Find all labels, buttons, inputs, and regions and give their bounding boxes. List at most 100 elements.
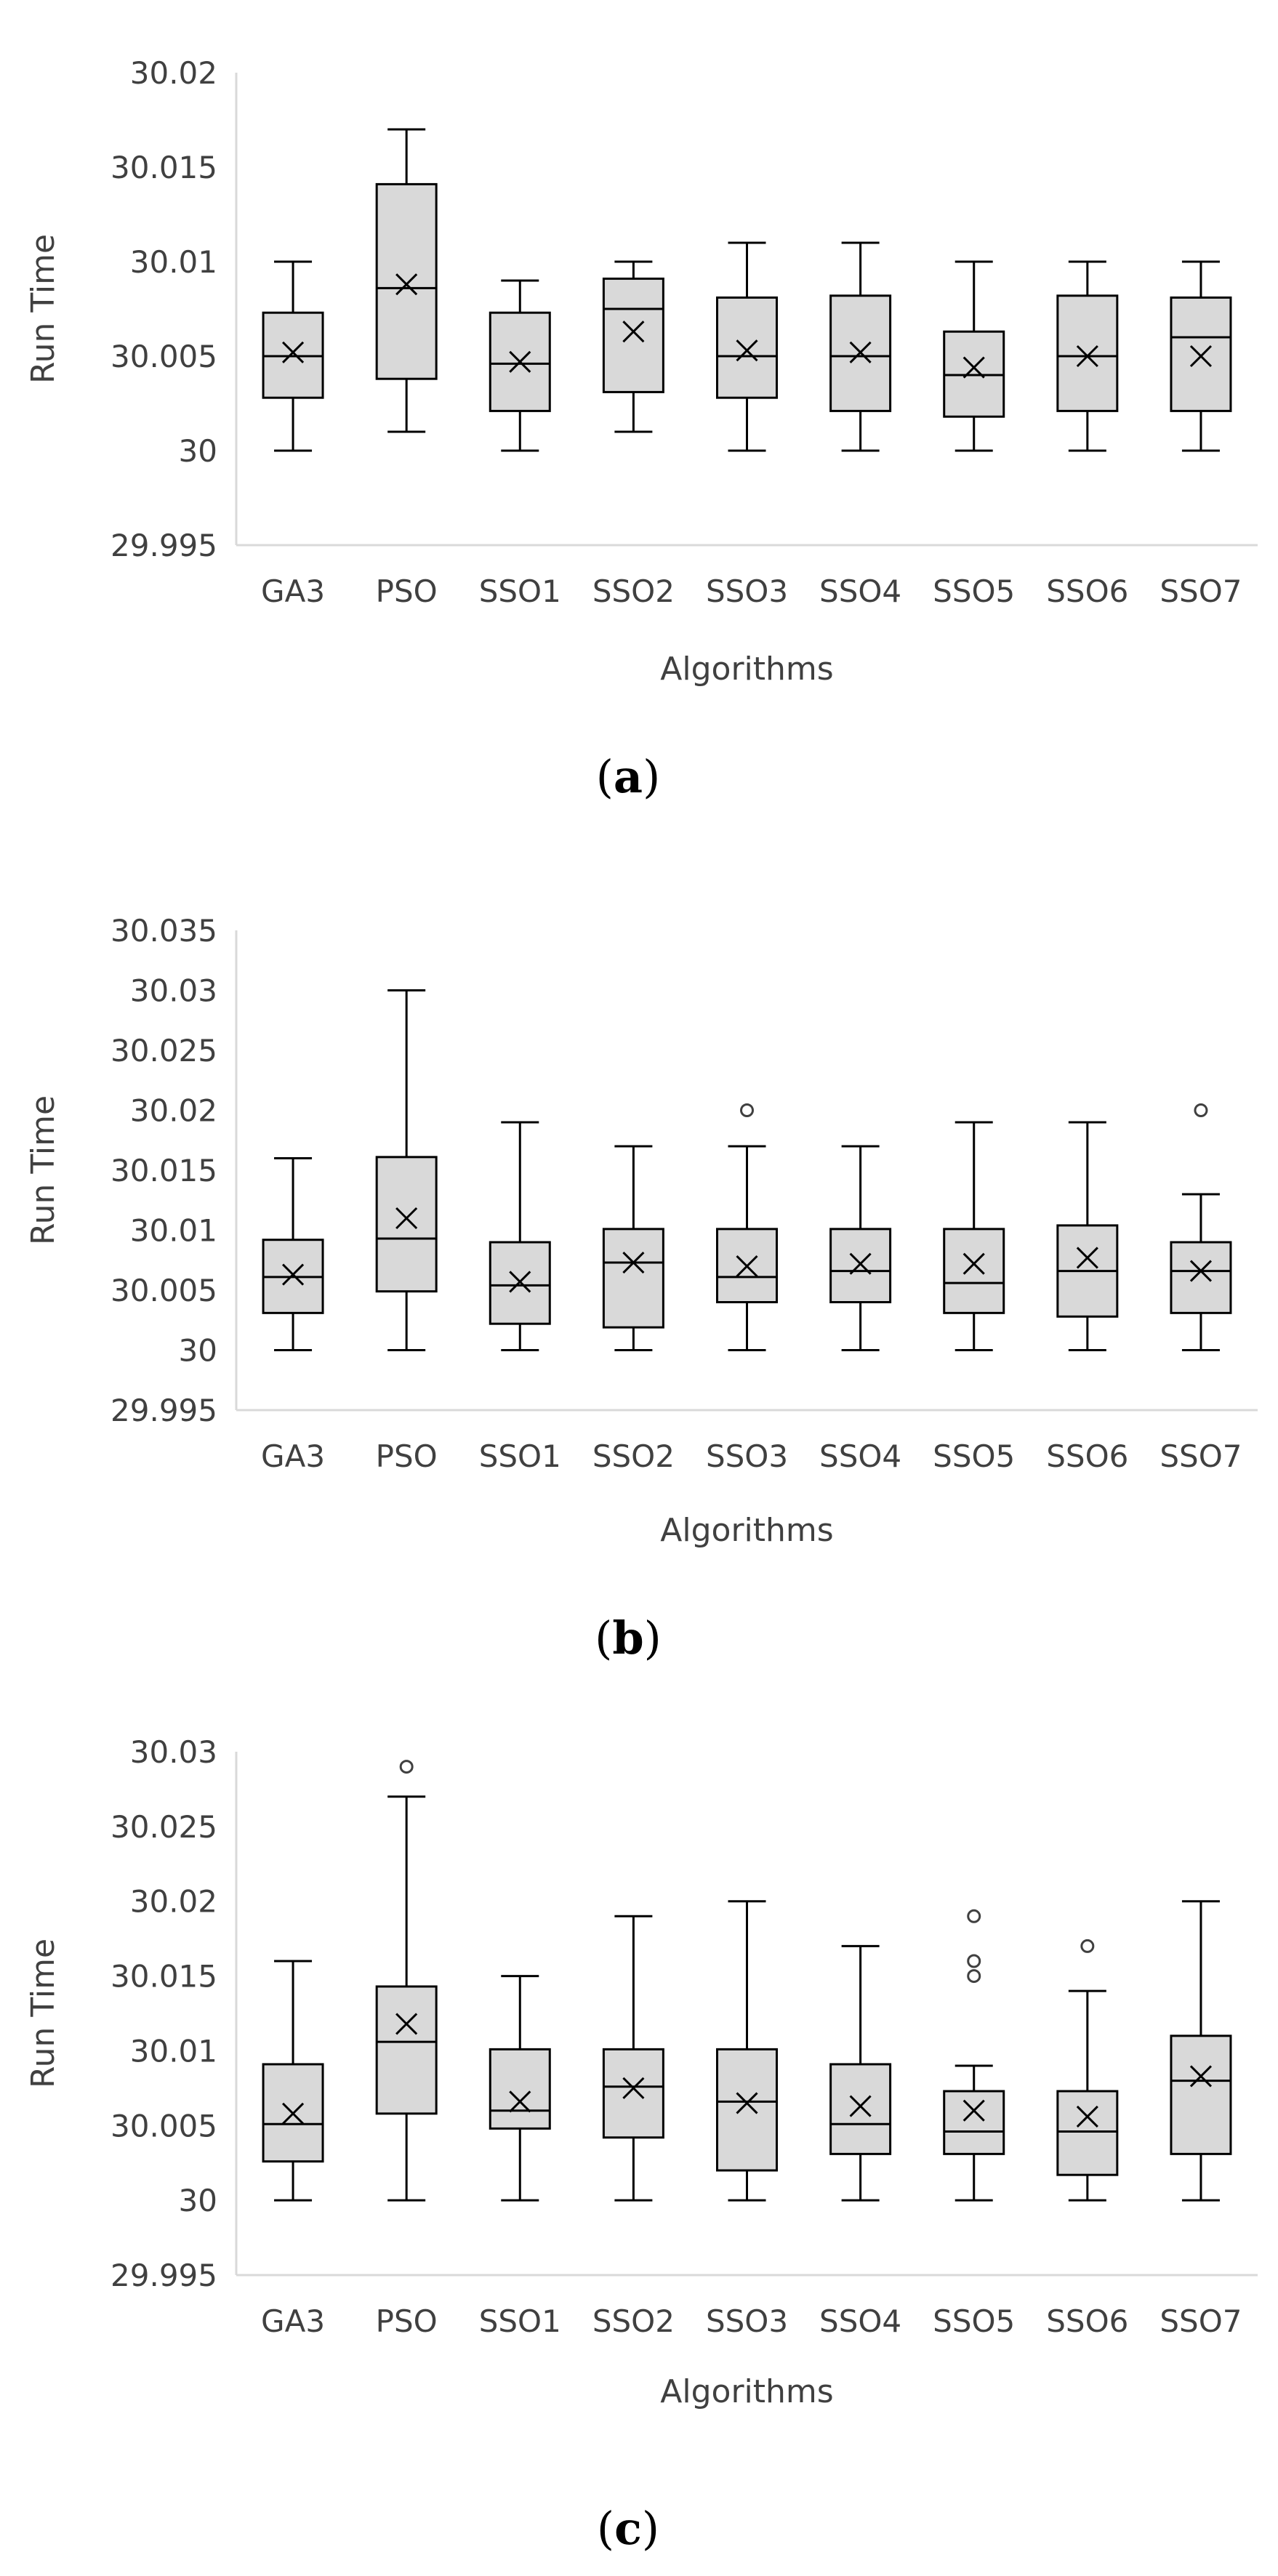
iqr-box bbox=[1056, 294, 1119, 412]
box-ga3 bbox=[262, 260, 324, 452]
box-series bbox=[262, 989, 1232, 1351]
outlier-point bbox=[399, 1760, 414, 1774]
iqr-box bbox=[1056, 2090, 1119, 2176]
mean-marker bbox=[509, 1271, 531, 1293]
mean-marker-stroke bbox=[1076, 345, 1098, 368]
x-tick-label: SSO4 bbox=[819, 1438, 901, 1474]
mean-marker bbox=[1189, 2065, 1213, 2088]
y-tick-label: 30.01 bbox=[130, 2033, 217, 2069]
mean-marker-stroke bbox=[395, 2013, 418, 2035]
mean-marker bbox=[281, 2102, 305, 2125]
category-labels: GA3 PSO SSO1 SSO2 SSO3 SSO4 SSO5 SSO6 SSO7 bbox=[261, 1438, 1242, 1474]
x-tick-label: PSO bbox=[376, 1438, 438, 1474]
box-sso2 bbox=[602, 1915, 664, 2202]
mean-marker bbox=[281, 341, 305, 363]
x-tick-label: SSO7 bbox=[1160, 573, 1242, 609]
mean-marker-stroke bbox=[1189, 1260, 1213, 1282]
box-sso1 bbox=[489, 279, 551, 452]
y-tick-label: 30.02 bbox=[130, 1884, 217, 1920]
mean-marker-stroke bbox=[1076, 1247, 1098, 1269]
box-series bbox=[262, 1760, 1232, 2202]
iqr-box bbox=[1170, 2034, 1232, 2155]
box-sso1 bbox=[489, 1975, 551, 2202]
iqr-box bbox=[829, 2063, 892, 2155]
box-sso7 bbox=[1170, 1900, 1232, 2202]
x-tick-label: SSO7 bbox=[1160, 1438, 1242, 1474]
box-sso3 bbox=[716, 241, 778, 452]
mean-marker bbox=[736, 1255, 758, 1278]
y-tick-label: 30.025 bbox=[110, 1033, 217, 1068]
panel-caption: (c) bbox=[597, 2502, 659, 2555]
x-axis-title: Algorithms bbox=[660, 1512, 833, 1549]
mean-marker-stroke bbox=[962, 356, 985, 379]
iqr-box bbox=[375, 1156, 438, 1293]
iqr-box bbox=[1170, 296, 1232, 412]
outlier-point bbox=[1194, 1103, 1208, 1117]
outlier-point bbox=[967, 1954, 981, 1968]
category-labels: GA3 PSO SSO1 SSO2 SSO3 SSO4 SSO5 SSO6 SSO7 bbox=[261, 2303, 1242, 2339]
mean-marker bbox=[509, 350, 531, 373]
box-sso5 bbox=[943, 1121, 1005, 1351]
iqr-box bbox=[716, 296, 778, 399]
y-tick-label: 30 bbox=[179, 433, 217, 469]
chart-panel-c: 29.995 30 30.005 30.01 30.015 30.02 30.025 30.0… bbox=[25, 1734, 1258, 2555]
mean-marker-stroke bbox=[849, 2095, 872, 2117]
box-sso4 bbox=[829, 1145, 892, 1351]
mean-marker bbox=[1076, 2105, 1098, 2128]
x-tick-label: GA3 bbox=[261, 2303, 325, 2339]
x-tick-label: SSO6 bbox=[1046, 2303, 1128, 2339]
mean-marker bbox=[849, 2095, 872, 2117]
mean-marker-stroke bbox=[281, 341, 305, 363]
x-tick-label: SSO5 bbox=[933, 1438, 1015, 1474]
y-tick-label: 30.01 bbox=[130, 1213, 217, 1249]
mean-marker bbox=[962, 2099, 985, 2122]
box-sso3 bbox=[716, 1103, 778, 1351]
mean-marker-stroke bbox=[622, 1251, 645, 1274]
mean-marker bbox=[736, 2092, 758, 2114]
x-tick-label: SSO5 bbox=[933, 2303, 1015, 2339]
mean-marker bbox=[1189, 345, 1213, 368]
mean-marker bbox=[509, 2090, 531, 2113]
x-tick-label: SSO4 bbox=[819, 573, 901, 609]
outlier-point bbox=[967, 1969, 981, 1984]
mean-marker bbox=[281, 1263, 305, 1286]
chart-panel-a: 29.995 30 30.005 30.01 30.015 30.02 GA3 PSO SSO… bbox=[25, 55, 1258, 803]
y-tick-label: 30.015 bbox=[110, 150, 217, 185]
mean-marker bbox=[395, 273, 418, 296]
iqr-box bbox=[489, 2048, 551, 2130]
outlier-point bbox=[740, 1103, 754, 1117]
mean-marker-stroke bbox=[395, 273, 418, 296]
mean-marker-stroke bbox=[281, 1263, 305, 1286]
box-ga3 bbox=[262, 1960, 324, 2202]
mean-marker-stroke bbox=[736, 2092, 758, 2114]
box-sso6 bbox=[1056, 1121, 1119, 1351]
x-tick-label: SSO1 bbox=[479, 2303, 561, 2339]
y-tick-label: 30.03 bbox=[130, 1734, 217, 1770]
mean-marker-stroke bbox=[1189, 2065, 1213, 2088]
box-sso7 bbox=[1170, 1103, 1232, 1351]
x-tick-label: SSO2 bbox=[592, 2303, 675, 2339]
y-tick-label: 29.995 bbox=[110, 1393, 217, 1428]
box-ga3 bbox=[262, 1157, 324, 1351]
y-axis-title: Run Time bbox=[25, 1095, 62, 1245]
x-tick-label: SSO5 bbox=[933, 573, 1015, 609]
iqr-box bbox=[602, 277, 664, 393]
box-sso7 bbox=[1170, 260, 1232, 452]
mean-marker bbox=[395, 2013, 418, 2035]
y-tick-label: 30.02 bbox=[130, 55, 217, 91]
x-tick-label: SSO6 bbox=[1046, 573, 1128, 609]
panel-caption: (a) bbox=[596, 750, 661, 803]
box-sso4 bbox=[829, 241, 892, 452]
y-tick-label: 30.015 bbox=[110, 1959, 217, 1995]
mean-marker-stroke bbox=[281, 2102, 305, 2125]
mean-marker-stroke bbox=[509, 2090, 531, 2113]
mean-marker-stroke bbox=[736, 339, 758, 362]
outlier-point bbox=[967, 1909, 981, 1923]
box-sso4 bbox=[829, 1944, 892, 2202]
panel-label: a bbox=[614, 750, 643, 803]
y-tick-label: 30.005 bbox=[110, 1273, 217, 1308]
x-tick-label: SSO3 bbox=[706, 1438, 788, 1474]
x-tick-label: SSO7 bbox=[1160, 2303, 1242, 2339]
panel-label: c bbox=[614, 2502, 642, 2555]
y-tick-labels: 29.995 30 30.005 30.01 30.015 30.02 30.025 30.0… bbox=[110, 913, 217, 1428]
